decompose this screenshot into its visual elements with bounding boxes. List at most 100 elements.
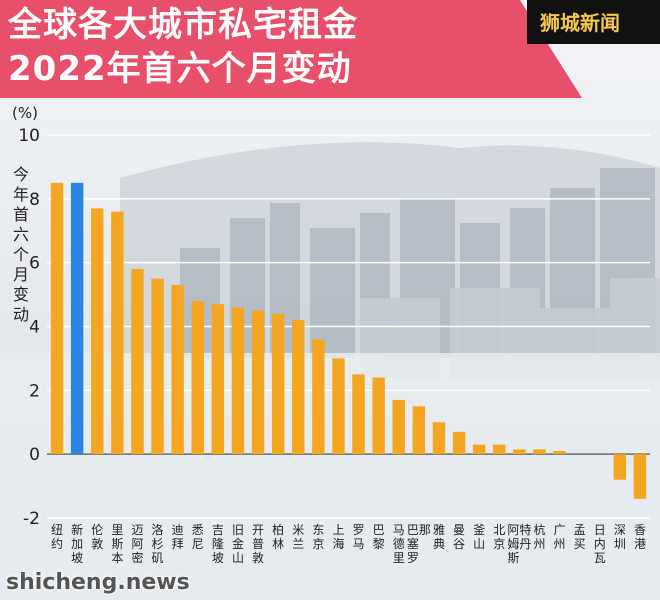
bar xyxy=(231,307,245,455)
bar xyxy=(292,320,305,455)
x-tick-label: 海 xyxy=(332,536,344,551)
x-tick-label: 塞 xyxy=(407,536,419,551)
x-tick-label: 内 xyxy=(594,537,606,551)
bar xyxy=(251,310,265,455)
x-tick-label: 林 xyxy=(272,537,284,551)
bar xyxy=(111,211,124,455)
x-tick-label: 本 xyxy=(111,551,123,565)
x-tick-labels: 纽约新加坡伦敦里斯本迈阿密洛杉矶迪拜悉尼吉隆坡旧金山开普敦柏林米兰东京上海罗马巴… xyxy=(51,522,646,565)
x-tick-label: 悉 xyxy=(192,523,204,537)
y-tick-label: 2 xyxy=(29,381,40,401)
y-tick-labels: -2 0 2 4 6 8 10 xyxy=(18,126,40,529)
x-tick-label: 丹 xyxy=(519,537,531,551)
x-tick-label: 马 xyxy=(353,537,365,551)
y-axis-label-char: 首 xyxy=(13,205,29,224)
x-tick-label: 上 xyxy=(332,523,344,537)
bar xyxy=(191,300,204,455)
x-tick-label: 德 xyxy=(393,536,405,551)
x-tick-label: 香 xyxy=(634,523,646,537)
x-tick-label: 旧 xyxy=(232,523,244,537)
y-axis-label-char: 今 xyxy=(13,165,29,184)
bar xyxy=(131,269,144,455)
x-tick-label: 敦 xyxy=(252,550,264,565)
bar xyxy=(91,208,104,455)
x-tick-label: 约 xyxy=(51,536,63,551)
x-tick-label: 密 xyxy=(131,550,143,565)
x-tick-label: 典 xyxy=(433,537,445,551)
x-tick-label: 州 xyxy=(533,537,545,551)
x-tick-label: 京 xyxy=(493,537,505,551)
bar xyxy=(533,449,546,455)
city-skyline-background xyxy=(0,98,660,600)
x-tick-label: 新 xyxy=(71,522,83,537)
x-tick-label: 尼 xyxy=(192,537,204,551)
y-tick-label: 4 xyxy=(29,318,40,338)
x-tick-label: 山 xyxy=(473,537,485,551)
x-tick-label: 迪 xyxy=(172,523,184,537)
x-tick-label: 圳 xyxy=(614,537,626,551)
x-tick-label: 金 xyxy=(232,536,244,551)
y-axis-label-char: 动 xyxy=(13,305,29,324)
x-tick-label: 米 xyxy=(292,523,304,537)
bar xyxy=(432,422,446,455)
x-tick-label: 拜 xyxy=(172,537,184,551)
bar xyxy=(50,182,64,455)
bar xyxy=(513,449,526,455)
x-tick-label: 阿 xyxy=(131,537,143,551)
x-tick-label: 里 xyxy=(393,551,405,565)
x-tick-label: 斯 xyxy=(507,551,519,565)
bar xyxy=(633,454,647,499)
x-tick-label: 东 xyxy=(312,523,324,537)
bar xyxy=(493,444,506,455)
x-tick-label: 特 xyxy=(519,522,531,537)
x-tick-label: 曼 xyxy=(453,523,465,537)
gridlines xyxy=(47,134,650,519)
x-tick-label: 纽 xyxy=(51,523,63,537)
x-tick-label: 姆 xyxy=(507,537,519,551)
watermark: shicheng.news xyxy=(6,570,190,595)
bar xyxy=(70,182,84,455)
x-tick-label: 北 xyxy=(493,523,505,537)
x-tick-label: 罗 xyxy=(407,551,419,565)
x-tick-label: 吉 xyxy=(212,523,224,537)
bar xyxy=(553,450,566,455)
y-axis-label-char: 年 xyxy=(13,185,29,204)
bar xyxy=(352,374,365,455)
bar xyxy=(613,454,627,480)
bar xyxy=(151,278,164,455)
bars xyxy=(50,182,647,499)
x-tick-label: 那 xyxy=(419,523,431,537)
x-tick-label: 兰 xyxy=(292,537,304,551)
x-tick-label: 罗 xyxy=(353,523,365,537)
y-tick-label: 6 xyxy=(29,254,40,274)
title-banner xyxy=(0,0,582,98)
y-axis-label-char: 六 xyxy=(13,225,29,244)
x-tick-label: 柏 xyxy=(272,522,284,537)
bar xyxy=(372,377,385,455)
x-tick-label: 京 xyxy=(312,537,324,551)
y-axis-label-char: 个 xyxy=(13,245,29,264)
x-tick-label: 坡 xyxy=(212,551,224,565)
title-line-2: 2022年首六个月变动 xyxy=(8,49,352,89)
x-tick-label: 深 xyxy=(614,523,626,537)
y-tick-label: 10 xyxy=(18,126,40,146)
x-tick-label: 州 xyxy=(554,537,566,551)
y-axis-label-char: 变 xyxy=(13,285,29,304)
x-tick-label: 广 xyxy=(554,523,566,537)
x-tick-label: 敦 xyxy=(91,536,103,551)
y-tick-label: 8 xyxy=(29,190,40,210)
bar xyxy=(472,444,486,455)
x-tick-label: 巴 xyxy=(373,523,385,537)
bar xyxy=(171,285,184,455)
x-tick-label: 瓦 xyxy=(594,551,606,565)
x-tick-label: 买 xyxy=(574,537,586,551)
brand-box xyxy=(527,0,660,44)
x-tick-label: 杭 xyxy=(533,522,545,537)
bar xyxy=(452,431,466,455)
y-axis-label-char: 月 xyxy=(13,265,29,284)
x-tick-label: 黎 xyxy=(373,537,385,551)
x-tick-label: 里 xyxy=(111,523,123,537)
x-tick-label: 隆 xyxy=(212,536,224,551)
y-axis-unit: (%) xyxy=(12,104,38,122)
